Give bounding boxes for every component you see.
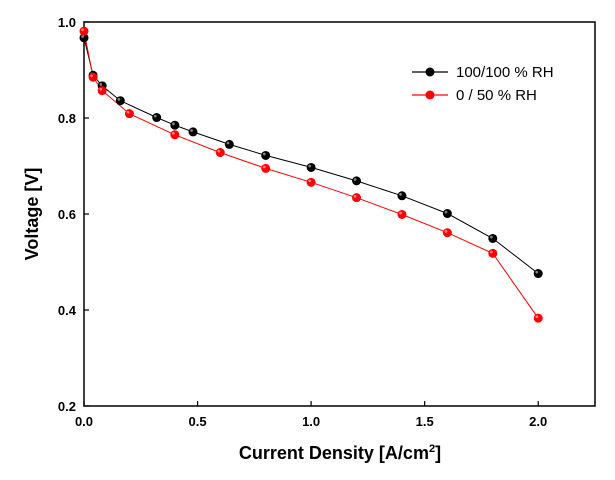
data-point-highlight	[81, 35, 84, 38]
data-point-series-1	[115, 96, 125, 106]
data-point-series-1	[170, 120, 180, 130]
data-point-series-2	[261, 163, 271, 173]
legend-label-series-2: 0 / 50 % RH	[456, 87, 537, 104]
data-point-series-1	[488, 233, 498, 243]
data-point-highlight	[262, 165, 266, 169]
legend-marker-series-2	[425, 90, 435, 100]
data-point-highlight	[226, 141, 230, 145]
data-point-series-2	[97, 86, 107, 96]
data-point-series-2	[442, 228, 452, 238]
data-point-series-1	[442, 209, 452, 219]
y-tick-label: 0.4	[58, 303, 77, 318]
data-point-series-1	[152, 113, 162, 123]
x-axis-title-suffix: ]	[435, 443, 441, 463]
series-layer	[79, 26, 543, 323]
y-axis-title: Voltage [V]	[22, 168, 42, 261]
data-point-series-1	[533, 269, 543, 279]
x-axis-ticks: 0.0 0.5 1.0 1.5 2.0	[75, 401, 547, 429]
data-point-highlight	[126, 110, 130, 114]
x-tick-label: 0.0	[75, 414, 93, 429]
data-point-highlight	[308, 164, 312, 168]
legend: 100/100 % RH 0 / 50 % RH	[412, 64, 554, 104]
data-point-highlight	[444, 210, 448, 214]
legend-marker-series-1	[425, 67, 435, 77]
data-point-series-1	[224, 139, 234, 149]
data-point-series-1	[261, 150, 271, 160]
data-point-highlight	[172, 132, 175, 135]
data-point-series-2	[306, 177, 316, 187]
x-tick-label: 1.5	[416, 414, 434, 429]
legend-label-series-1: 100/100 % RH	[456, 64, 554, 81]
data-point-series-2	[488, 248, 498, 258]
data-point-highlight	[535, 315, 539, 319]
data-point-highlight	[117, 97, 121, 101]
data-point-highlight	[535, 270, 539, 274]
x-axis-title: Current Density [A/cm2]	[239, 443, 441, 463]
x-axis-title-superscript: 2	[429, 443, 435, 455]
data-point-highlight	[99, 83, 103, 86]
x-tick-label: 2.0	[529, 414, 547, 429]
y-tick-label: 0.8	[58, 111, 76, 126]
data-point-series-2	[88, 72, 98, 82]
data-point-highlight	[217, 149, 221, 153]
data-point-series-1	[397, 191, 407, 201]
data-point-highlight	[308, 179, 312, 183]
data-point-series-2	[170, 130, 180, 140]
data-point-highlight	[172, 122, 175, 126]
y-axis-ticks: 0.2 0.4 0.6 0.8 1.0	[58, 15, 89, 414]
data-point-series-2	[533, 313, 543, 323]
data-point-highlight	[444, 229, 448, 233]
data-point-series-2	[397, 209, 407, 219]
data-point-highlight	[490, 250, 493, 254]
data-point-series-1	[188, 127, 198, 137]
data-point-highlight	[353, 178, 357, 181]
y-tick-label: 0.6	[58, 207, 76, 222]
data-point-highlight	[490, 235, 493, 239]
y-tick-label: 1.0	[58, 15, 76, 30]
data-point-highlight	[399, 192, 402, 196]
data-point-highlight	[153, 114, 157, 118]
data-point-series-2	[124, 109, 134, 119]
data-point-highlight	[99, 87, 103, 91]
data-point-series-1	[306, 162, 316, 172]
data-point-series-2	[79, 26, 89, 36]
data-point-series-2	[215, 148, 225, 158]
data-point-series-1	[352, 176, 362, 186]
data-point-highlight	[353, 194, 357, 198]
data-point-highlight	[90, 74, 94, 78]
x-axis-title-text: Current Density [A/cm	[239, 443, 429, 463]
data-point-series-2	[352, 193, 362, 203]
data-point-highlight	[399, 211, 402, 215]
x-tick-label: 0.5	[189, 414, 207, 429]
data-point-highlight	[81, 28, 84, 32]
data-point-highlight	[262, 152, 266, 156]
y-tick-label: 0.2	[58, 399, 76, 414]
data-point-highlight	[190, 129, 194, 132]
x-tick-label: 1.0	[302, 414, 320, 429]
